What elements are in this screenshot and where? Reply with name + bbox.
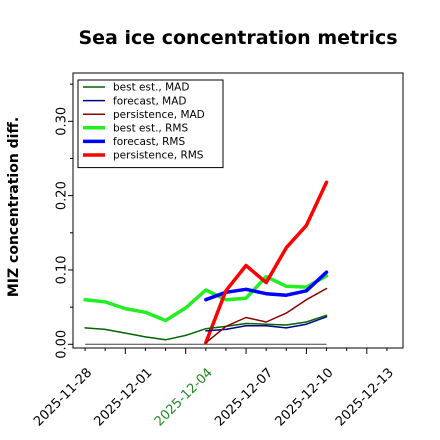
chart-title: Sea ice concentration metrics	[78, 27, 397, 49]
plot-frame	[72, 72, 404, 349]
x-tick-label: 2025-12-10	[273, 365, 337, 429]
series-line-best-est-mad	[84, 314, 328, 341]
y-tick-label: 0.10	[55, 255, 70, 284]
x-tick-label: 2025-11-28	[31, 365, 95, 429]
series-line-persistence-mad	[205, 287, 328, 344]
x-tick-label: 2025-12-04	[152, 365, 216, 429]
y-tick-label: 0.20	[55, 181, 70, 210]
x-tick-label: 2025-12-07	[212, 365, 276, 429]
x-tick-label: 2025-12-01	[91, 365, 155, 429]
legend-label-forecast-rms: forecast, RMS	[113, 136, 185, 148]
legend-label-forecast-mad: forecast, MAD	[113, 95, 186, 107]
legend-label-best-est-rms: best est., RMS	[113, 122, 188, 134]
series-line-best-est-rms	[83, 274, 329, 323]
legend-label-persistence-mad: persistence, MAD	[113, 109, 205, 121]
legend-box	[77, 79, 224, 169]
x-tick-label: 2025-12-13	[333, 365, 397, 429]
legend-label-persistence-rms: persistence, RMS	[113, 150, 204, 162]
y-tick-label: 0.30	[55, 107, 70, 136]
y-tick-label: 0.00	[55, 330, 70, 359]
series-line-forecast-mad	[205, 316, 328, 332]
series-line-persistence-rms	[204, 180, 329, 345]
y-axis-label: MIZ concentration diff.	[6, 117, 22, 297]
legend-label-best-est-mad: best est., MAD	[113, 82, 189, 94]
